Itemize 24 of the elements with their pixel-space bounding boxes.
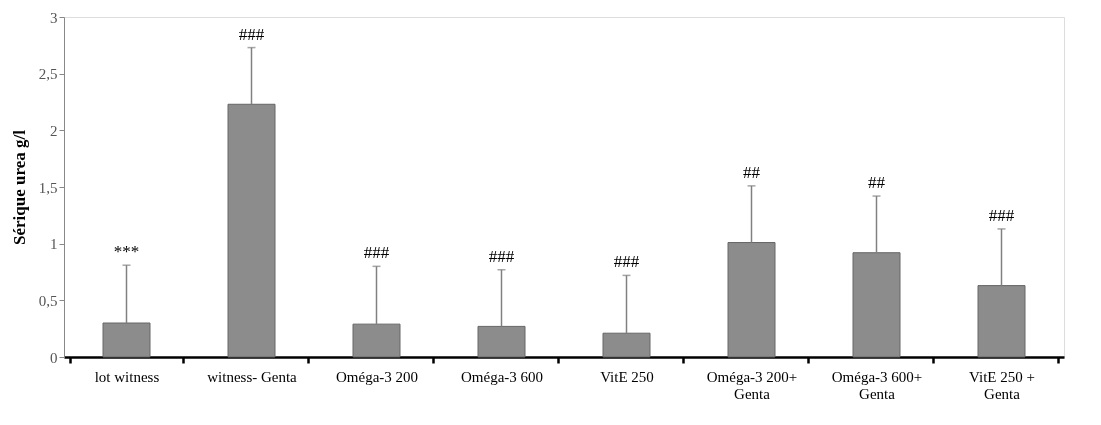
- x-tick-label: Oméga-3 200+ Genta: [706, 368, 798, 402]
- annotation: ***: [113, 242, 140, 262]
- y-tick-label: 1,5: [38, 179, 58, 196]
- x-tick-label: Oméga-3 600: [460, 368, 544, 385]
- x-tick-label: VitE 250 + Genta: [969, 368, 1035, 402]
- y-tick-label: 2: [50, 122, 58, 139]
- annotation: ###: [988, 205, 1015, 225]
- x-tick-label: Oméga-3 200: [335, 368, 419, 385]
- annotation: ###: [363, 243, 390, 263]
- y-tick-label: 3: [50, 9, 58, 26]
- y-tick-label: 1: [50, 236, 58, 253]
- x-tick-label: Oméga-3 600+ Genta: [831, 368, 923, 402]
- y-axis-title: Sérique urea g/l: [9, 129, 29, 245]
- annotation: ##: [743, 162, 761, 182]
- x-tick-label: witness- Genta: [207, 368, 298, 385]
- y-tick-label: 0: [50, 349, 58, 366]
- y-tick-label: 2,5: [38, 66, 58, 83]
- annotation: ###: [238, 24, 265, 44]
- annotation: ##: [868, 173, 886, 193]
- x-tick-label: VitE 250: [600, 368, 654, 385]
- x-tick-label: lot witness: [94, 368, 160, 385]
- annotation: ###: [613, 252, 640, 272]
- y-tick-label: 0,5: [38, 292, 58, 309]
- annotation: ###: [488, 246, 515, 266]
